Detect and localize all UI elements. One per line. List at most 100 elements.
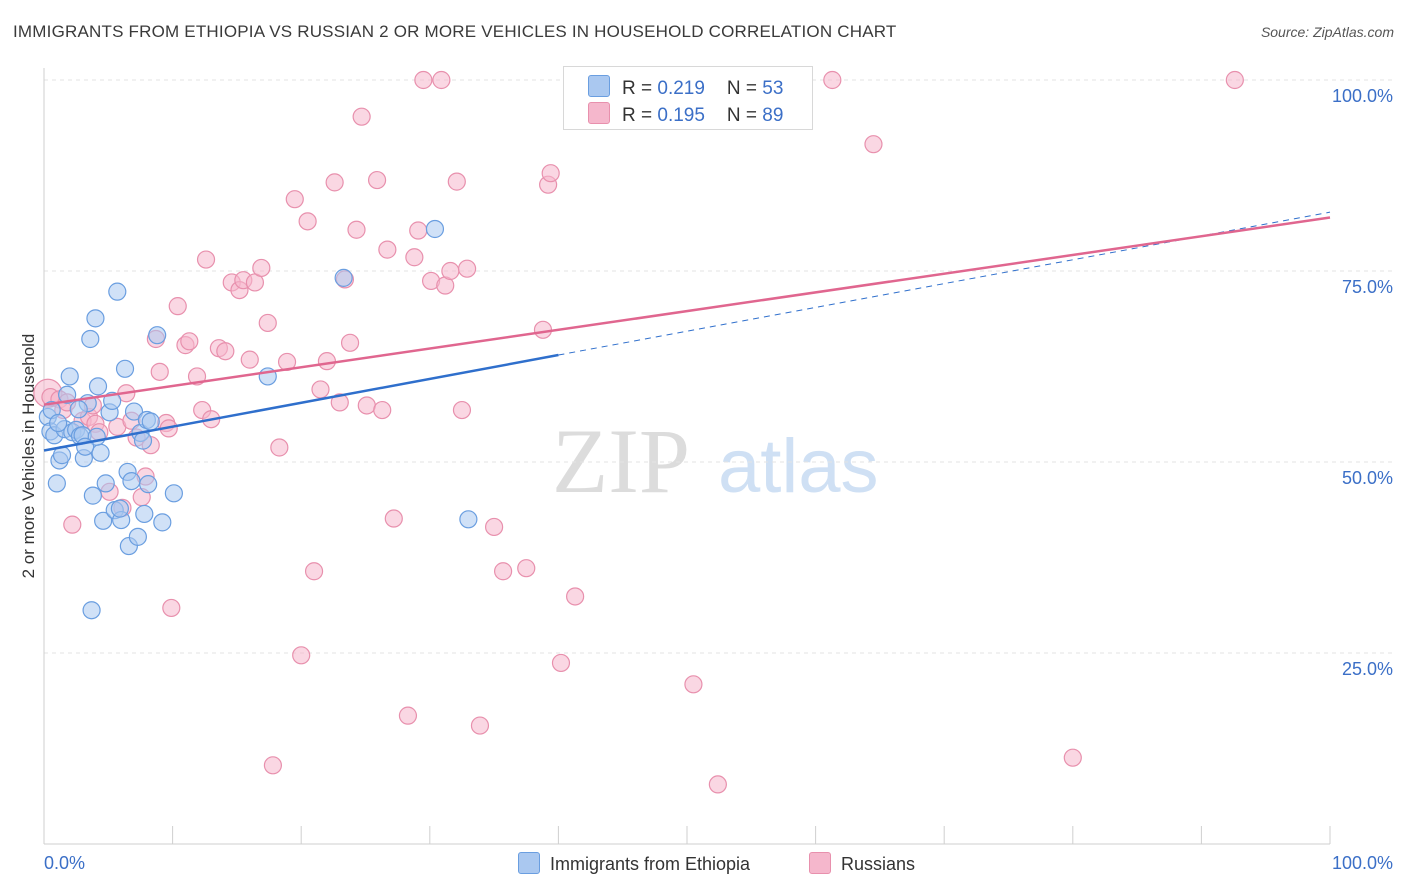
russians-point	[823, 70, 842, 90]
russians-point	[373, 400, 392, 420]
ethiopia-point	[110, 499, 129, 518]
russians-point	[405, 248, 424, 267]
watermark-zip: ZIP	[552, 410, 690, 512]
russians-point	[263, 756, 283, 775]
ethiopia-point	[88, 377, 108, 396]
ethiopia-point	[58, 385, 77, 404]
russians-point	[292, 646, 311, 665]
russians-point	[196, 250, 216, 269]
russians-point	[347, 220, 366, 239]
russians-point	[162, 598, 181, 618]
ethiopia-trend-line	[43, 353, 559, 452]
bottom-ethiopia-swatch	[518, 852, 540, 874]
ethiopia-point	[128, 527, 147, 546]
legend-row-russians: R = 0.195 N = 89	[588, 102, 783, 126]
russians-point	[352, 107, 371, 126]
russians-point	[485, 517, 504, 537]
ethiopia-point	[94, 511, 113, 530]
ethiopia-r-label: R =	[622, 78, 658, 99]
russians-point	[285, 190, 304, 209]
russians-point	[684, 675, 703, 694]
russians-point	[398, 706, 418, 725]
y-tick-labels: 25.0% 50.0% 75.0% 100.0%	[1332, 86, 1393, 679]
russians-point	[441, 261, 460, 281]
ethiopia-point	[115, 359, 135, 378]
ethiopia-n-value: 53	[762, 78, 784, 99]
russians-trend-line	[43, 216, 1331, 406]
ethiopia-point	[47, 474, 66, 493]
russians-point	[457, 259, 477, 278]
bottom-russians-label: Russians	[841, 854, 916, 874]
russians-point	[551, 653, 571, 673]
ethiopia-point	[148, 326, 167, 345]
russians-point	[168, 297, 187, 316]
russians-point	[330, 393, 349, 412]
bottom-legend-ethiopia: Immigrants from Ethiopia	[518, 852, 750, 875]
russians-point	[325, 173, 344, 192]
ethiopia-point	[164, 484, 183, 503]
russians-point	[150, 362, 169, 381]
ethiopia-n-label: N =	[726, 78, 763, 99]
ethiopia-r-value: 0.219	[657, 78, 705, 99]
russians-point	[541, 164, 560, 183]
ethiopia-point	[82, 601, 101, 620]
y-tick-label: 100.0%	[1332, 86, 1393, 106]
chart-title: IMMIGRANTS FROM ETHIOPIA VS RUSSIAN 2 OR…	[13, 22, 897, 41]
russians-point	[494, 562, 513, 581]
russians-point	[864, 135, 883, 154]
russians-point	[304, 562, 324, 581]
x-tick-labels: 0.0% 100.0%	[44, 853, 1393, 873]
ethiopia-point	[153, 513, 172, 532]
x-tick-label: 0.0%	[44, 853, 85, 873]
ethiopia-point	[122, 472, 141, 491]
ethiopia-swatch	[588, 75, 610, 97]
russians-point	[367, 170, 387, 190]
russians-point	[340, 333, 360, 352]
russians-point	[252, 258, 271, 278]
ethiopia-point	[86, 309, 105, 328]
russians-point	[1063, 748, 1082, 767]
russians-point	[432, 70, 451, 90]
ethiopia-point	[459, 510, 478, 529]
russians-point	[452, 400, 472, 420]
ethiopia-point	[60, 367, 79, 386]
russians-point	[180, 332, 199, 351]
ethiopia-point	[91, 443, 110, 462]
russians-point	[1225, 70, 1244, 90]
ethiopia-point	[49, 413, 68, 433]
ethiopia-point	[96, 474, 115, 493]
russians-point	[270, 438, 289, 457]
russians-point	[517, 559, 536, 578]
russians-point	[357, 396, 376, 415]
russians-r-value: 0.195	[657, 105, 705, 126]
trend-lines	[43, 211, 1331, 452]
russians-n-value: 89	[762, 105, 784, 126]
russians-point	[708, 775, 727, 794]
bottom-legend-russians: Russians	[809, 852, 915, 875]
x-tick-label: 100.0%	[1332, 853, 1393, 873]
y-axis-label: 2 or more Vehicles in Household	[19, 334, 38, 579]
ethiopia-point	[81, 329, 100, 349]
russians-point	[63, 515, 82, 534]
russians-point	[258, 313, 277, 333]
russians-point	[298, 212, 317, 231]
russians-point	[533, 320, 553, 339]
ethiopia-point	[69, 400, 88, 419]
russians-point	[216, 342, 235, 361]
ethiopia-point	[133, 431, 153, 450]
russians-point	[384, 509, 403, 528]
y-tick-label: 25.0%	[1342, 659, 1393, 679]
bottom-russians-swatch	[809, 852, 831, 874]
ethiopia-point	[425, 219, 445, 239]
ethiopia-point	[141, 412, 160, 431]
ethiopia-point	[135, 504, 154, 524]
ethiopia-point	[334, 268, 353, 287]
russians-n-label: N =	[726, 105, 763, 126]
ethiopia-point	[139, 475, 158, 494]
bottom-ethiopia-label: Immigrants from Ethiopia	[550, 854, 751, 874]
russians-r-label: R =	[622, 105, 658, 126]
russians-point	[317, 352, 337, 371]
source-credit: Source: ZipAtlas.com	[1260, 24, 1394, 40]
russians-swatch	[588, 102, 610, 124]
